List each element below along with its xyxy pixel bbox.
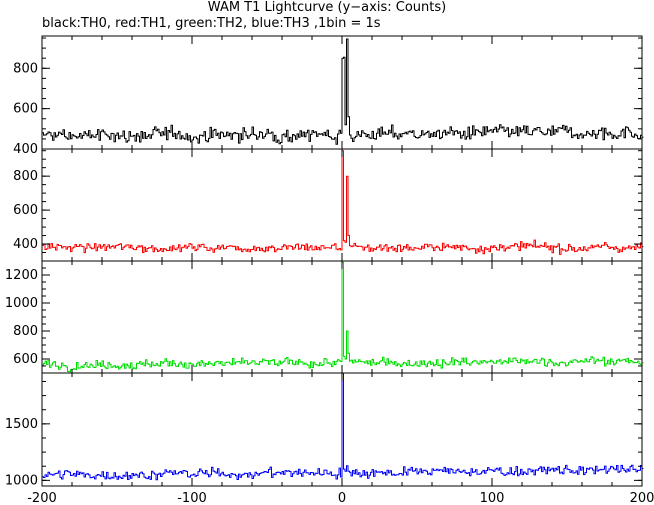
x-tick-label: -200 <box>27 491 57 505</box>
series-line-th3 <box>42 372 644 481</box>
y-tick-label: 600 <box>13 352 38 367</box>
chart-title: WAM T1 Lightcurve (y−axis: Counts) <box>207 0 447 15</box>
y-tick-label: 400 <box>13 142 38 157</box>
y-tick-label: 1000 <box>5 473 38 488</box>
y-tick-label: 400 <box>13 237 38 252</box>
y-tick-label: 800 <box>13 169 38 184</box>
series-line-th1 <box>42 150 644 255</box>
y-tick-label: 1000 <box>5 296 38 311</box>
y-tick-label: 600 <box>13 102 38 117</box>
series-line-th2 <box>42 261 644 373</box>
series-line-th0 <box>42 38 644 145</box>
x-tick-label: 100 <box>480 491 505 505</box>
chart-subtitle: black:TH0, red:TH1, green:TH2, blue:TH3 … <box>42 16 381 31</box>
x-tick-label: -100 <box>177 491 207 505</box>
y-tick-label: 600 <box>13 203 38 218</box>
y-tick-label: 800 <box>13 61 38 76</box>
y-tick-label: 1200 <box>5 268 38 283</box>
y-tick-label: 1500 <box>5 417 38 432</box>
x-tick-label: 200 <box>630 491 654 505</box>
x-tick-label: 0 <box>338 491 346 505</box>
y-tick-label: 800 <box>13 324 38 339</box>
